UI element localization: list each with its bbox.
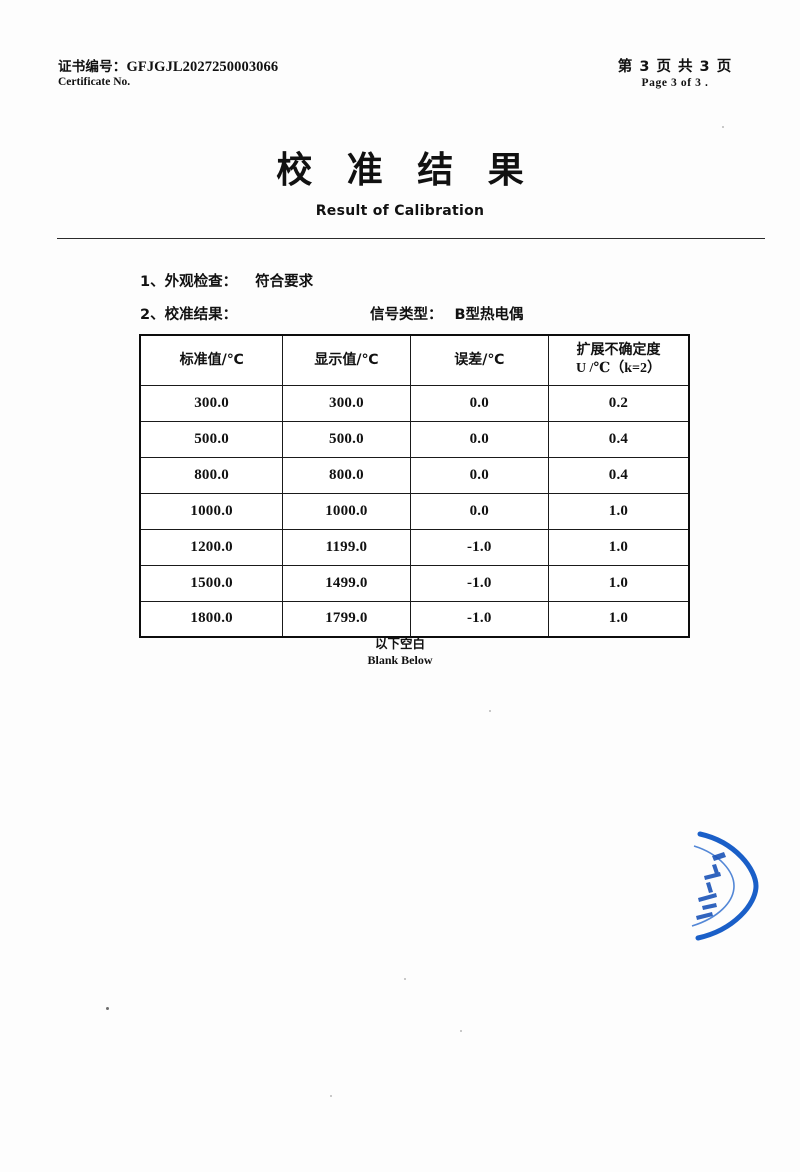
scan-speck [106,1007,109,1010]
appearance-inspection-label: 1、外观检查： [140,274,238,290]
cell-standard-value: 1200.0 [139,528,284,566]
certificate-number-value: GFJGJL2027250003066 [126,59,279,75]
calibration-table: 标准值/℃ 显示值/℃ 误差/℃ 扩展不确定度 U /℃（k=2） [139,334,690,638]
cell-indicated-value: 1499.0 [282,564,411,602]
cell-indicated-value: 1799.0 [282,600,411,638]
appearance-inspection-row: 1、外观检查： 符合要求 [140,270,313,291]
table-row: 500.0 500.0 0.0 0.4 [139,420,690,458]
cell-error: 0.0 [409,420,549,458]
cell-uncertainty: 1.0 [547,564,690,602]
cell-error: 0.0 [409,492,549,530]
signal-type-label: 信号类型： [370,307,443,323]
cell-uncertainty: 0.2 [547,384,690,422]
cell-indicated-value: 500.0 [282,420,411,458]
table-row: 300.0 300.0 0.0 0.2 [139,384,690,422]
column-header-indicated-value: 显示值/℃ [282,334,411,386]
column-header-uncertainty: 扩展不确定度 U /℃（k=2） [547,334,690,386]
certificate-number-label: 证书编号： [58,59,127,75]
cell-standard-value: 1500.0 [139,564,284,602]
certificate-number-label-en: Certificate No. [58,76,131,89]
scan-speck [404,978,406,980]
blank-below-notice: 以下空白 Blank Below [0,636,800,667]
column-header-error: 误差/℃ [409,334,549,386]
cell-standard-value: 300.0 [139,384,284,422]
calibration-table-body: 300.0 300.0 0.0 0.2 500.0 500.0 0.0 0.4 … [139,384,690,638]
table-row: 1800.0 1799.0 -1.0 1.0 [139,600,690,638]
cell-uncertainty: 1.0 [547,528,690,566]
title-divider [57,238,765,239]
table-header-row: 标准值/℃ 显示值/℃ 误差/℃ 扩展不确定度 U /℃（k=2） [139,334,690,386]
page-title-cn: 校 准 结 果 [276,149,535,191]
cell-uncertainty: 0.4 [547,456,690,494]
cell-error: 0.0 [409,456,549,494]
page-number-block: 第 3 页 共 3 页 Page 3 of 3 . [585,59,765,90]
calibration-result-label: 2、校准结果： [140,307,238,323]
calibration-table-wrapper: 标准值/℃ 显示值/℃ 误差/℃ 扩展不确定度 U /℃（k=2） [139,334,690,638]
certificate-number-block: 证书编号：GFJGJL2027250003066 Certificate No. [58,59,279,89]
column-header-uncertainty-l2: U /℃（k=2） [575,361,661,377]
column-header-standard-value: 标准值/℃ [139,334,284,386]
appearance-inspection-value: 符合要求 [255,274,314,290]
page-title: 校 准 结 果 Result of Calibration [0,149,800,220]
table-row: 800.0 800.0 0.0 0.4 [139,456,690,494]
scan-speck [489,710,491,712]
scan-speck [330,1095,332,1097]
column-header-uncertainty-l1: 扩展不确定度 [576,342,661,359]
cell-standard-value: 1000.0 [139,492,284,530]
cell-standard-value: 500.0 [139,420,284,458]
signal-type-value: B型热电偶 [454,307,524,323]
cell-uncertainty: 1.0 [547,492,690,530]
official-seal-icon [690,828,798,944]
blank-below-cn: 以下空白 [374,636,425,651]
column-header-standard-value-l1: 标准值/℃ [179,351,244,368]
signal-type-row: 信号类型： B型热电偶 [370,303,524,324]
scan-speck [460,1030,462,1032]
cell-error: -1.0 [409,600,549,638]
column-header-indicated-value-l1: 显示值/℃ [314,351,379,368]
cell-indicated-value: 300.0 [282,384,411,422]
cell-uncertainty: 1.0 [547,600,690,638]
table-row: 1000.0 1000.0 0.0 1.0 [139,492,690,530]
page-number-en: Page 3 of 3 . [641,77,709,90]
scan-speck [722,126,724,128]
blank-below-en: Blank Below [367,653,433,667]
cell-error: -1.0 [409,528,549,566]
cell-indicated-value: 800.0 [282,456,411,494]
cell-standard-value: 1800.0 [139,600,284,638]
cell-standard-value: 800.0 [139,456,284,494]
column-header-error-l1: 误差/℃ [454,351,505,368]
table-row: 1500.0 1499.0 -1.0 1.0 [139,564,690,602]
cell-error: -1.0 [409,564,549,602]
cell-error: 0.0 [409,384,549,422]
page-title-en: Result of Calibration [315,203,485,220]
cell-uncertainty: 0.4 [547,420,690,458]
page-number-cn: 第 3 页 共 3 页 [617,59,733,75]
cell-indicated-value: 1000.0 [282,492,411,530]
certificate-number-line: 证书编号：GFJGJL2027250003066 [58,59,279,75]
cell-indicated-value: 1199.0 [282,528,411,566]
table-row: 1200.0 1199.0 -1.0 1.0 [139,528,690,566]
